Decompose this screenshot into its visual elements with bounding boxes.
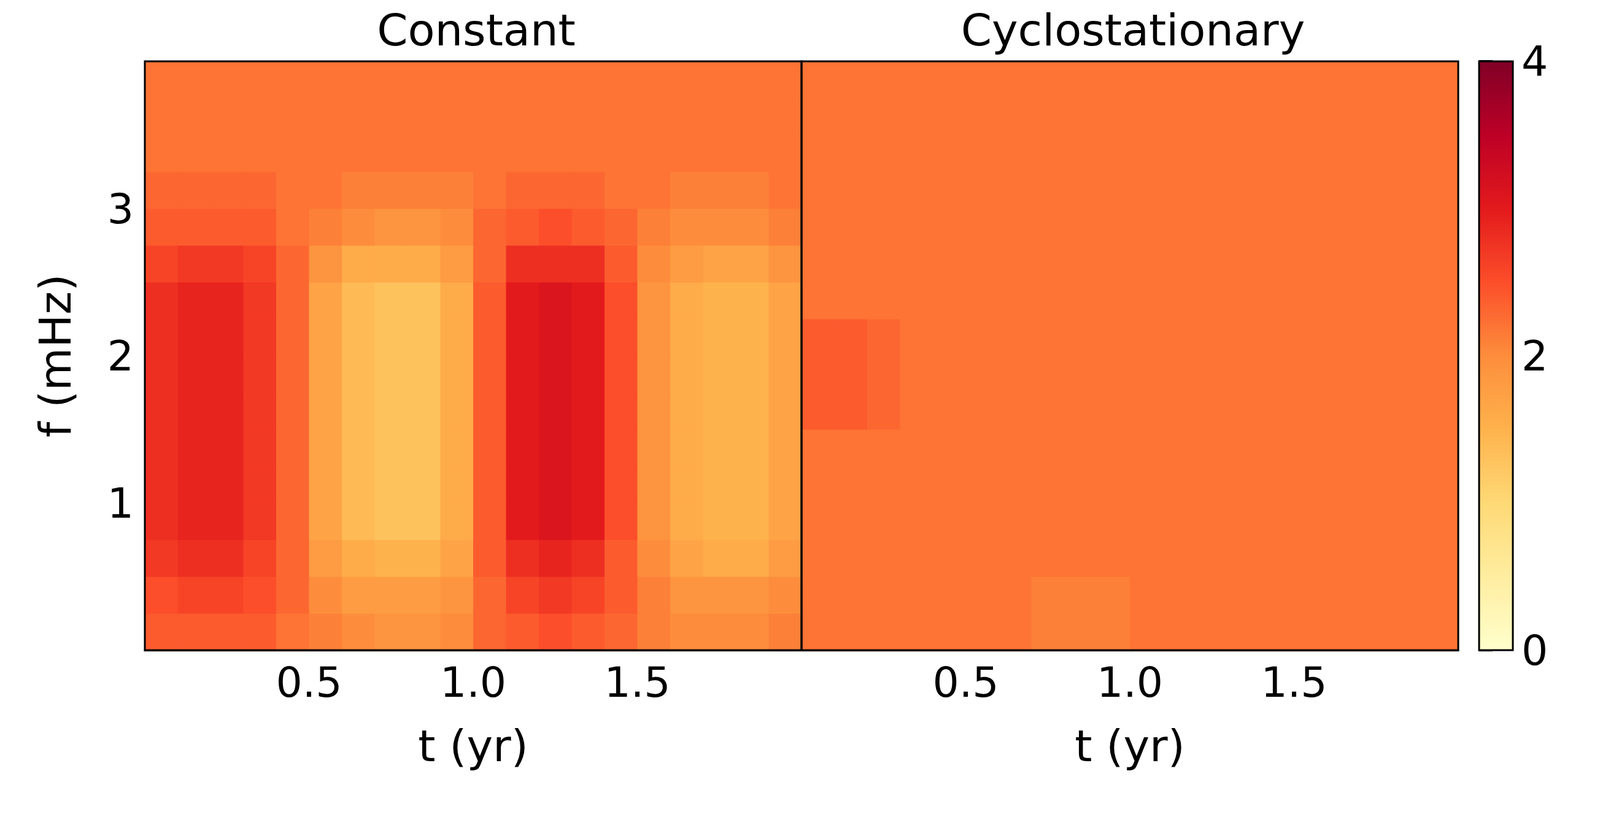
svg-text:1.5: 1.5	[603, 658, 671, 708]
svg-text:t (yr): t (yr)	[417, 720, 529, 773]
svg-text:1.0: 1.0	[1096, 658, 1164, 708]
svg-text:Cyclostationary: Cyclostationary	[961, 4, 1306, 56]
svg-text:1.0: 1.0	[440, 658, 507, 708]
svg-text:0.5: 0.5	[275, 658, 342, 708]
svg-text:2: 2	[107, 332, 134, 381]
svg-text:1.5: 1.5	[1260, 658, 1327, 708]
svg-text:t (yr): t (yr)	[1074, 720, 1186, 773]
svg-text:f (mHz): f (mHz)	[29, 274, 82, 438]
svg-text:1: 1	[107, 479, 134, 528]
svg-text:2: 2	[1521, 332, 1548, 381]
svg-text:Constant: Constant	[376, 4, 576, 56]
svg-text:0: 0	[1521, 626, 1548, 676]
svg-text:4: 4	[1521, 37, 1548, 86]
svg-text:0.5: 0.5	[932, 658, 999, 708]
svg-text:3: 3	[107, 184, 134, 234]
